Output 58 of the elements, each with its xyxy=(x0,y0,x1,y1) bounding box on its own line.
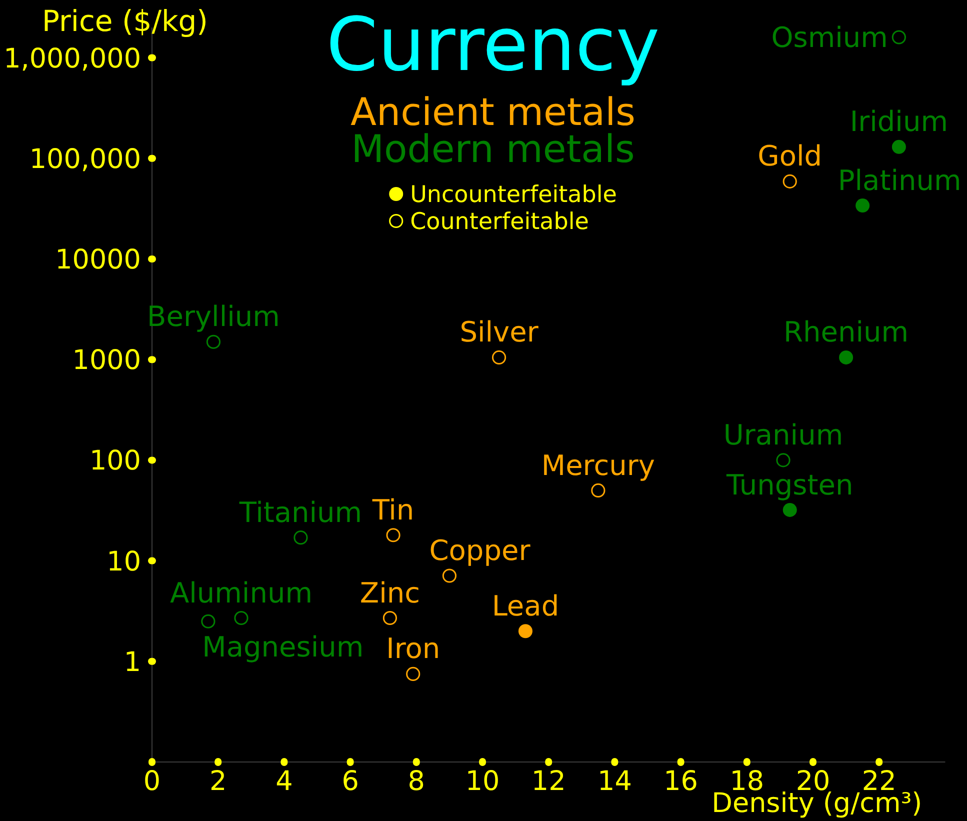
chart-title: Currency xyxy=(326,2,660,88)
y-tick-label: 10000 xyxy=(55,244,141,276)
point xyxy=(294,530,308,545)
point xyxy=(234,610,248,626)
annotation: Magnesium xyxy=(202,630,364,664)
annotation: Aluminum xyxy=(170,576,312,610)
annotation: Mercury xyxy=(541,448,655,482)
annotation: Silver xyxy=(460,316,539,349)
annotation: Titanium xyxy=(238,496,362,529)
point xyxy=(492,350,506,365)
point xyxy=(776,453,790,468)
point xyxy=(839,350,854,364)
annotation: Copper xyxy=(429,534,531,568)
point xyxy=(518,624,532,638)
x-tick-label: 12 xyxy=(531,766,566,797)
y-tick-label: 10 xyxy=(106,546,141,578)
annotation: Tungsten xyxy=(726,468,854,502)
point xyxy=(892,140,906,154)
point xyxy=(206,334,221,349)
point xyxy=(782,502,797,517)
point xyxy=(201,614,216,628)
x-tick-label: 22 xyxy=(862,766,896,797)
x-tick-label: 10 xyxy=(465,766,500,797)
x-tick-label: 2 xyxy=(210,766,227,797)
x-tick-label: 4 xyxy=(276,766,293,797)
annotation: Tin xyxy=(371,493,414,526)
y-tick-label: 1000 xyxy=(72,345,141,376)
annotation: Uranium xyxy=(723,418,844,452)
point xyxy=(386,528,400,542)
annotation: Osmium xyxy=(771,20,888,54)
point xyxy=(782,174,797,188)
point xyxy=(856,198,870,213)
x-tick-label: 8 xyxy=(408,766,425,797)
x-tick-label: 18 xyxy=(730,766,764,797)
y-tick-label: 100 xyxy=(89,446,141,477)
point xyxy=(591,483,606,498)
annotation: Rhenium xyxy=(784,316,909,349)
point xyxy=(892,30,906,44)
x-tick-label: 14 xyxy=(598,766,632,797)
x-tick-label: 6 xyxy=(342,766,359,797)
y-tick-label: 1,000,000 xyxy=(4,43,141,74)
y-tick-label: 1 xyxy=(124,646,141,678)
annotation: Lead xyxy=(492,589,560,622)
point xyxy=(382,610,398,626)
y-tick-label: 100,000 xyxy=(29,144,141,175)
annotation: Counterfeitable xyxy=(410,209,589,235)
x-tick-label: 0 xyxy=(143,766,161,797)
y-axis-title: Price ($/kg) xyxy=(42,4,208,38)
point xyxy=(442,568,456,583)
annotation: Platinum xyxy=(838,164,962,197)
annotation: Gold xyxy=(758,140,822,173)
annotation: Iron xyxy=(386,632,440,666)
point xyxy=(406,666,420,682)
annotation: Beryllium xyxy=(147,300,280,334)
annotation: Iridium xyxy=(850,105,948,138)
annotation: Uncounterfeitable xyxy=(410,182,617,208)
x-tick-label: 16 xyxy=(664,766,698,797)
annotation: Zinc xyxy=(360,576,420,610)
